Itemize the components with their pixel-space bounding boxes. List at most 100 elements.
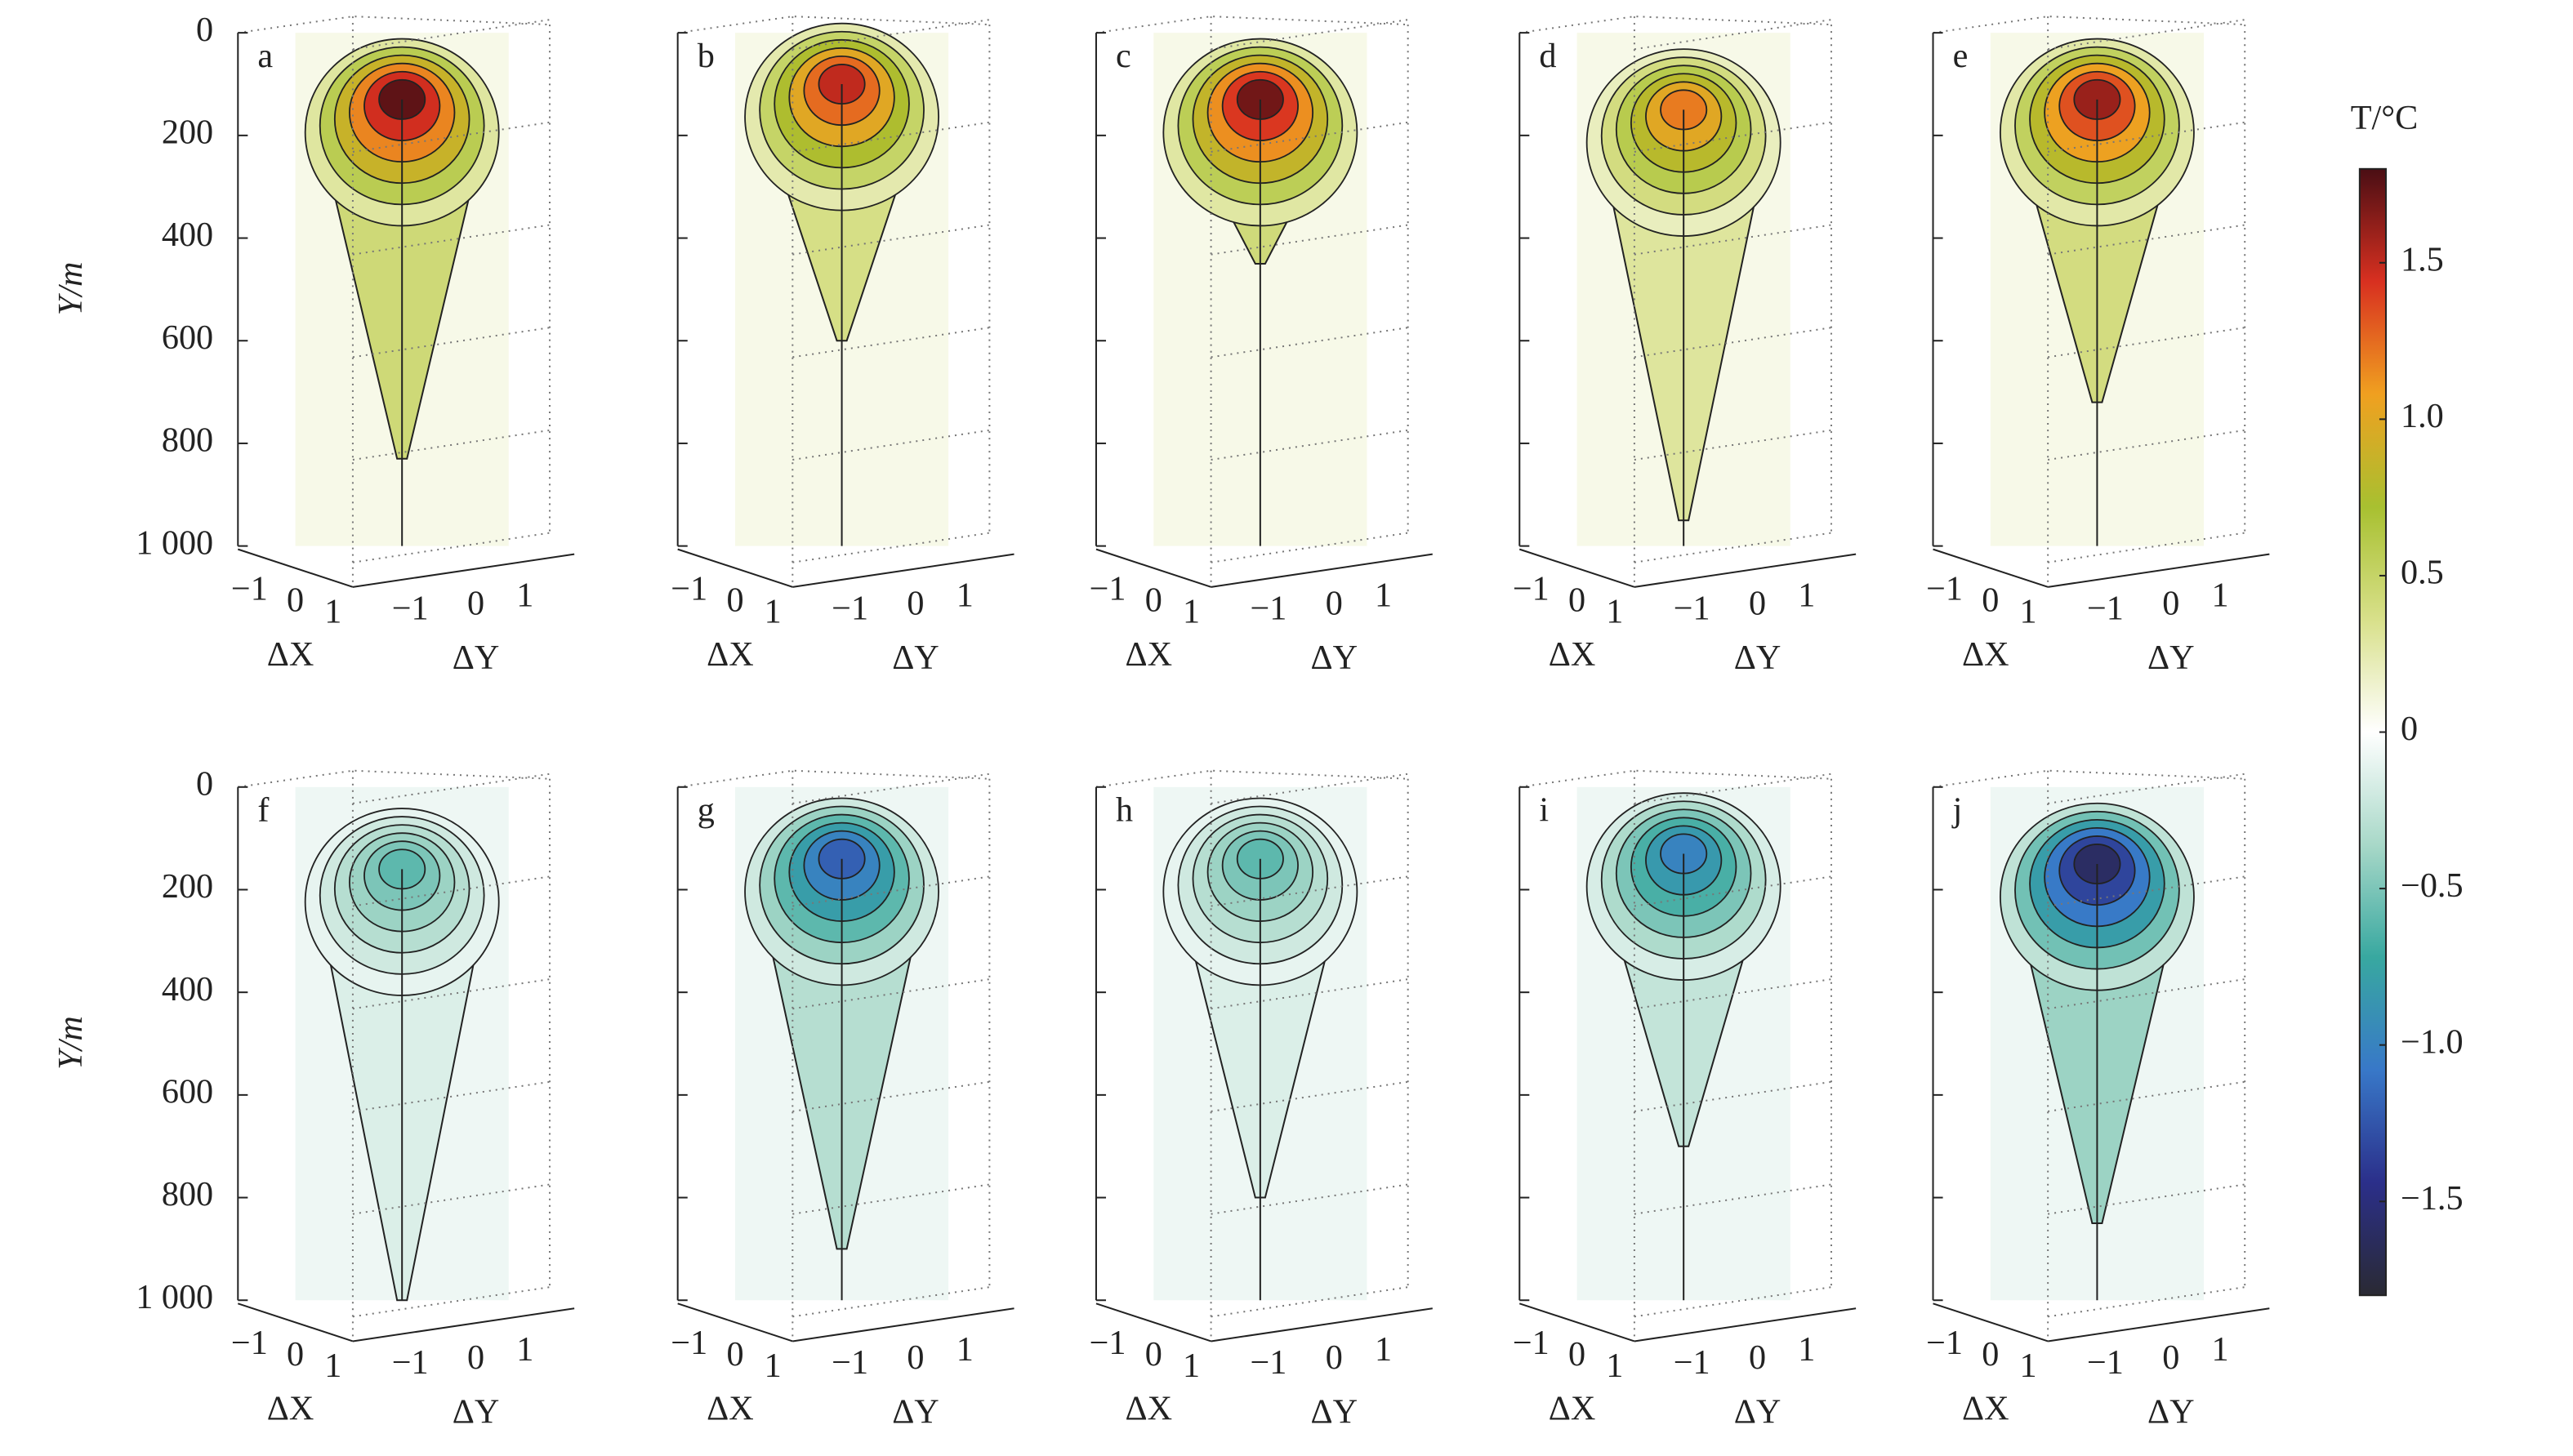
- grid-line: [792, 1286, 990, 1318]
- x-axis-label: ΔX: [707, 1389, 754, 1427]
- panel: d−1 0 1 −1 0 1ΔX ΔY: [1513, 16, 1857, 677]
- z-axis: [1634, 553, 1857, 588]
- x-axis-label: ΔX: [1125, 1389, 1172, 1427]
- x-tick-label: 0: [726, 1335, 743, 1374]
- grid-line: [792, 773, 990, 804]
- grid-line: [1211, 1183, 1408, 1215]
- z-tick-label: 0: [1749, 585, 1766, 623]
- z-axis: [1634, 1307, 1857, 1342]
- z-axis-label: ΔY: [2147, 1392, 2195, 1431]
- grid-line: [1211, 875, 1408, 907]
- y-tick-label: 1 000: [136, 1278, 213, 1316]
- y-tick-label: 800: [162, 1175, 213, 1213]
- grid-line: [1634, 978, 1832, 1010]
- z-tick-label: 0: [467, 585, 484, 623]
- z-tick-label: 1: [2212, 577, 2229, 615]
- grid-line: [1211, 773, 1408, 804]
- grid-line: [2047, 773, 2245, 804]
- grid-line: [1634, 1286, 1832, 1318]
- y-tick-label: 0: [196, 11, 213, 49]
- grid-line: [352, 19, 551, 51]
- z-axis-label: ΔY: [1310, 639, 1358, 677]
- x-tick-label: 0: [1568, 1335, 1585, 1374]
- grid-line: [2047, 429, 2245, 461]
- x-tick-label: 1: [765, 593, 782, 631]
- box-edge: [1519, 769, 1832, 1337]
- grid-line: [1634, 19, 1832, 51]
- z-tick-label: 0: [1326, 1338, 1343, 1377]
- colorbar-tick-label: 1.5: [2401, 240, 2444, 278]
- grid-line: [1211, 1286, 1408, 1318]
- x-axis-label: ΔX: [1962, 1389, 2009, 1427]
- x-axis: [1933, 548, 2049, 588]
- panel-label: c: [1116, 37, 1131, 75]
- grid-line: [792, 327, 990, 358]
- x-tick-label: 0: [1145, 1335, 1162, 1374]
- grid-line: [352, 429, 551, 461]
- z-tick-label: 0: [907, 1338, 924, 1377]
- x-axis: [1518, 548, 1635, 588]
- z-tick-label: −1: [392, 590, 429, 628]
- z-tick-label: 1: [1798, 1330, 1815, 1369]
- z-tick-label: −1: [832, 590, 868, 628]
- z-tick-label: −1: [832, 1343, 868, 1382]
- grid-line: [792, 875, 990, 907]
- z-tick-label: −1: [1250, 1343, 1286, 1382]
- box-edge: [1933, 16, 2246, 582]
- grid-line: [1211, 1080, 1408, 1112]
- z-axis-label: ΔY: [1734, 1392, 1781, 1431]
- box-edge: [1519, 16, 1832, 582]
- x-axis: [237, 1302, 354, 1342]
- z-tick-label: 1: [1375, 1330, 1392, 1369]
- grid-line: [1634, 429, 1832, 461]
- panel: e−1 0 1 −1 0 1ΔX ΔY: [1926, 16, 2270, 677]
- x-tick-label: 0: [287, 581, 304, 620]
- z-axis-label: ΔY: [453, 1392, 500, 1431]
- y-tick-label: 1 000: [136, 523, 213, 562]
- panel: g−1 0 1 −1 0 1ΔX ΔY: [671, 769, 1014, 1431]
- grid-line: [792, 1183, 990, 1215]
- box-edge: [238, 16, 551, 582]
- x-tick-label: 0: [1982, 581, 1999, 620]
- z-axis: [352, 1307, 575, 1342]
- grid-line: [352, 1080, 551, 1112]
- x-axis: [1095, 548, 1211, 588]
- z-tick-label: −1: [1674, 590, 1710, 628]
- grid-line: [1634, 532, 1832, 563]
- grid-line: [2047, 1286, 2245, 1318]
- grid-line: [2047, 224, 2245, 256]
- y-tick-label: 0: [196, 764, 213, 803]
- z-axis: [2047, 553, 2270, 588]
- grid-line: [1211, 224, 1408, 256]
- x-tick-label: −1: [1513, 570, 1550, 608]
- grid-line: [792, 19, 990, 51]
- grid-line: [1211, 978, 1408, 1010]
- grid-line: [1634, 327, 1832, 358]
- y-tick-label: 800: [162, 421, 213, 460]
- y-tick-label: 400: [162, 216, 213, 254]
- grid-line: [792, 978, 990, 1010]
- colorbar-tick-label: −1.0: [2401, 1022, 2464, 1061]
- z-tick-label: 1: [1375, 577, 1392, 615]
- grid-line: [352, 875, 551, 907]
- box-edge: [238, 769, 551, 1337]
- z-axis: [792, 553, 1014, 588]
- x-tick-label: 1: [765, 1347, 782, 1385]
- colorbar-tick-label: 0.5: [2401, 554, 2444, 592]
- grid-line: [2047, 875, 2245, 907]
- x-tick-label: 1: [2019, 1347, 2036, 1385]
- grid-line: [792, 429, 990, 461]
- z-axis: [1211, 553, 1433, 588]
- x-axis: [1933, 1302, 2049, 1342]
- x-axis-label: ΔX: [267, 1389, 314, 1427]
- x-tick-label: −1: [231, 1324, 268, 1362]
- grid-line: [2047, 121, 2245, 153]
- grid-line: [2047, 978, 2245, 1010]
- z-tick-label: 1: [516, 577, 533, 615]
- x-axis: [677, 548, 793, 588]
- z-tick-label: 1: [957, 1330, 974, 1369]
- z-tick-label: 1: [516, 1330, 533, 1369]
- z-axis-label: ΔY: [892, 639, 939, 677]
- grid-line: [1211, 121, 1408, 153]
